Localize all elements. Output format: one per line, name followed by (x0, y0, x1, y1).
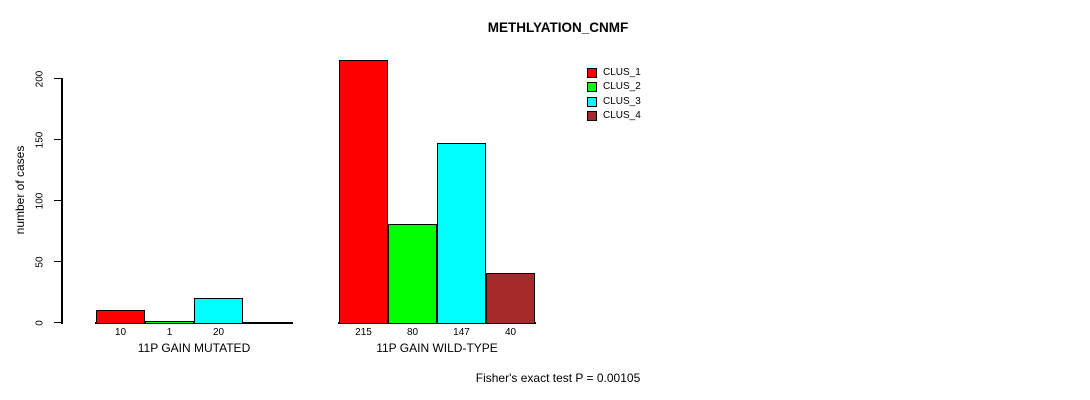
legend: CLUS_1 CLUS_2 CLUS_3 CLUS_4 (587, 66, 641, 123)
legend-swatch-clus_2 (587, 82, 597, 93)
legend-item: CLUS_3 (587, 95, 641, 109)
bar-clus_1-group1 (96, 309, 145, 324)
annotation-text: Fisher's exact test P = 0.00105 (475, 371, 641, 385)
legend-item: CLUS_4 (587, 109, 641, 123)
legend-swatch-clus_1 (587, 68, 597, 79)
y-axis-tick-label: 200 (34, 70, 46, 87)
bar-value-label: 215 (355, 327, 372, 338)
y-axis-tick (54, 77, 61, 80)
chart-title: METHLYATION_CNMF (487, 20, 629, 35)
bar-clus_1-group2 (339, 59, 388, 324)
legend-label: CLUS_2 (603, 81, 641, 93)
y-axis-tick-label: 50 (34, 255, 46, 268)
y-axis-tick-label: 150 (34, 131, 46, 148)
y-axis-tick-label: 100 (34, 192, 46, 209)
bar-clus_4-group2 (486, 272, 535, 324)
y-axis-tick (54, 199, 61, 202)
y-axis-tick (54, 260, 61, 263)
bar-clus_3-group1 (194, 297, 243, 324)
legend-item: CLUS_1 (587, 66, 641, 80)
legend-label: CLUS_1 (603, 67, 641, 79)
bar-value-label: 20 (212, 327, 225, 338)
bar-clus_2-group1 (145, 320, 194, 324)
group-label: 11P GAIN WILD-TYPE (376, 341, 498, 355)
bar-clus_3-group2 (437, 142, 486, 324)
y-axis-line (61, 78, 63, 324)
legend-label: CLUS_4 (603, 110, 641, 122)
bar-value-label: 147 (453, 327, 470, 338)
bar-value-label: 40 (504, 327, 517, 338)
y-axis-tick (54, 138, 61, 141)
y-axis-tick-label: 0 (34, 319, 46, 326)
bar-value-label: 1 (166, 327, 173, 338)
legend-swatch-clus_4 (587, 111, 597, 122)
legend-label: CLUS_3 (603, 95, 641, 107)
bar-value-label: 80 (406, 327, 419, 338)
legend-item: CLUS_2 (587, 80, 641, 94)
bar-value-label: 10 (114, 327, 127, 338)
y-axis-tick (54, 321, 61, 324)
group-label: 11P GAIN MUTATED (137, 341, 251, 355)
bar-clus_2-group2 (388, 223, 437, 324)
legend-swatch-clus_3 (587, 96, 597, 107)
